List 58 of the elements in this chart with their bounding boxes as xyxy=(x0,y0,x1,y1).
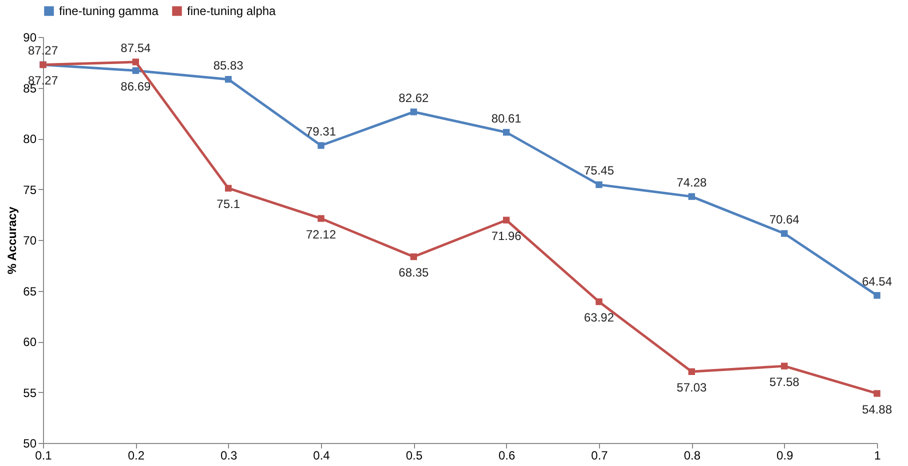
y-tick-label: 75 xyxy=(23,182,37,197)
point xyxy=(410,108,418,116)
data-label: 87.54 xyxy=(120,40,152,55)
x-tick-label: 0.7 xyxy=(591,448,608,462)
point xyxy=(780,362,788,370)
data-label: 57.58 xyxy=(769,375,800,390)
legend-label: fine-tuning gamma xyxy=(59,4,159,18)
point xyxy=(318,142,324,149)
point xyxy=(410,253,418,260)
data-label: 86.69 xyxy=(120,80,152,94)
point xyxy=(780,230,788,237)
data-label: 64.54 xyxy=(862,274,892,288)
x-tick-label: 0.6 xyxy=(498,448,516,462)
y-tick-label: 65 xyxy=(23,284,37,298)
data-label: 70.64 xyxy=(769,212,800,227)
data-label: 82.62 xyxy=(398,90,430,105)
y-tick-label: 80 xyxy=(23,132,37,146)
data-label: 68.35 xyxy=(398,266,430,280)
point xyxy=(132,58,140,66)
point xyxy=(502,216,510,224)
y-tick-label: 90 xyxy=(23,30,37,44)
data-label: 72.12 xyxy=(306,227,336,242)
data-label: 71.96 xyxy=(491,229,522,244)
point xyxy=(688,193,696,200)
point xyxy=(224,76,232,83)
x-tick-label: 0.1 xyxy=(35,448,52,462)
point xyxy=(874,292,880,299)
point xyxy=(596,298,602,306)
data-label: 75.45 xyxy=(584,164,614,178)
data-label: 75.1 xyxy=(216,197,240,212)
point xyxy=(874,390,880,397)
data-label: 74.28 xyxy=(676,176,708,190)
data-label: 87.27 xyxy=(28,44,58,58)
y-axis-title: % Accuracy xyxy=(5,206,20,274)
x-tick-label: 0.8 xyxy=(684,448,701,462)
data-label: 63.92 xyxy=(584,310,614,325)
x-tick-label: 0.4 xyxy=(313,448,330,462)
data-label: 57.03 xyxy=(676,380,708,395)
x-tick-label: 1 xyxy=(874,448,882,462)
point xyxy=(596,181,602,188)
y-tick-label: 60 xyxy=(23,335,37,349)
legend-label: fine-tuning alpha xyxy=(187,4,276,18)
point xyxy=(502,128,510,136)
y-tick-label: 55 xyxy=(23,386,37,400)
point xyxy=(688,368,696,375)
data-label: 79.31 xyxy=(306,124,336,139)
x-tick-label: 0.2 xyxy=(128,448,145,462)
point xyxy=(318,215,324,222)
data-label: 80.61 xyxy=(491,111,522,126)
point xyxy=(132,67,140,74)
x-tick-label: 0.5 xyxy=(406,448,423,462)
point xyxy=(224,184,232,192)
data-label: 54.88 xyxy=(862,402,892,416)
y-tick-label: 50 xyxy=(23,436,37,450)
data-label: 85.83 xyxy=(213,58,244,72)
x-tick-label: 0.3 xyxy=(220,448,238,462)
y-tick-label: 70 xyxy=(23,234,37,248)
x-tick-label: 0.9 xyxy=(776,448,794,462)
